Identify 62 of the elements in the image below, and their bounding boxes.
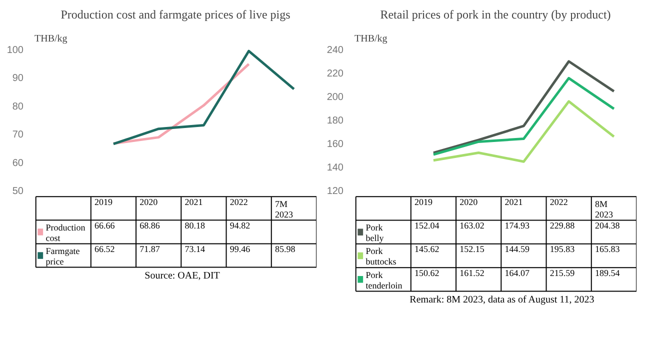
- y-axis-title: THB/kg: [34, 34, 68, 44]
- data-label: 71.87: [140, 244, 160, 254]
- y-tick-label: 240: [326, 45, 344, 56]
- legend-label: Farmgate price: [46, 246, 80, 266]
- chart-title: Retail prices of pork in the country (by product): [380, 8, 611, 22]
- data-label: 66.66: [94, 220, 116, 230]
- data-label: 99.46: [230, 244, 251, 254]
- text: Remark: 8M 2023, data as of August 11, 2023: [410, 294, 594, 306]
- y-tick-label: 90: [12, 73, 24, 84]
- data-label: 94.82: [230, 220, 250, 230]
- y-tick-label: 80: [12, 101, 24, 112]
- line-series: [112, 50, 296, 146]
- chart-title: Production cost and farmgate prices of live pigs: [60, 8, 291, 22]
- category-label: 2022: [230, 196, 248, 207]
- y-tick-label: 100: [6, 45, 24, 56]
- y-tick-label: 70: [12, 130, 24, 141]
- y-tick-label: 60: [12, 158, 24, 169]
- y-tick-label: 120: [326, 186, 344, 197]
- data-label: 152.15: [460, 244, 485, 254]
- data-label: 195.83: [550, 244, 576, 254]
- data-label: 145.62: [414, 244, 440, 254]
- y-tick-label: 140: [326, 162, 344, 174]
- legend-label: Pork belly: [366, 222, 384, 244]
- data-label: 68.86: [140, 220, 160, 230]
- legend-label: Production cost: [46, 222, 86, 243]
- category-label: 2019: [94, 196, 113, 207]
- line-series: [432, 100, 616, 163]
- data-label: 73.14: [184, 244, 206, 254]
- category-label: 2021: [504, 196, 523, 207]
- data-label: 85.98: [274, 244, 296, 254]
- y-tick-label: 180: [326, 116, 344, 126]
- data-label: 150.62: [414, 268, 440, 278]
- data-label: 174.93: [504, 220, 530, 231]
- data-label: 66.52: [94, 244, 115, 254]
- legend-label: Pork tenderloin: [366, 270, 403, 290]
- y-tick-label: 200: [326, 92, 344, 103]
- data-label: 80.18: [184, 220, 206, 230]
- y-tick-label: 50: [12, 186, 24, 197]
- data-label: 163.02: [460, 220, 484, 231]
- data-label: 144.59: [504, 244, 530, 254]
- category-label: 2021: [184, 196, 203, 207]
- category-label: 7M 2023: [274, 198, 293, 220]
- line-series: [432, 76, 616, 156]
- legend-label: Pork buttocks: [366, 246, 397, 267]
- line-series: [432, 60, 616, 154]
- data-label: 164.07: [504, 268, 530, 278]
- category-label: 2020: [460, 196, 478, 207]
- y-tick-label: 220: [326, 68, 344, 80]
- category-label: 2022: [550, 196, 568, 207]
- data-label: 161.52: [460, 268, 484, 278]
- category-label: 2020: [140, 196, 158, 207]
- data-label: 229.88: [550, 220, 576, 231]
- source-note: Source: OAE, DIT: [144, 270, 220, 282]
- data-label: 189.54: [594, 268, 620, 278]
- data-label: 204.38: [594, 220, 620, 231]
- category-label: 8M 2023: [594, 198, 613, 220]
- y-tick-label: 160: [326, 139, 344, 150]
- data-label: 165.83: [594, 244, 620, 254]
- category-label: 2019: [414, 196, 433, 207]
- data-label: 152.04: [414, 220, 440, 231]
- y-axis-title: THB/kg: [354, 34, 388, 44]
- data-label: 215.59: [550, 268, 576, 278]
